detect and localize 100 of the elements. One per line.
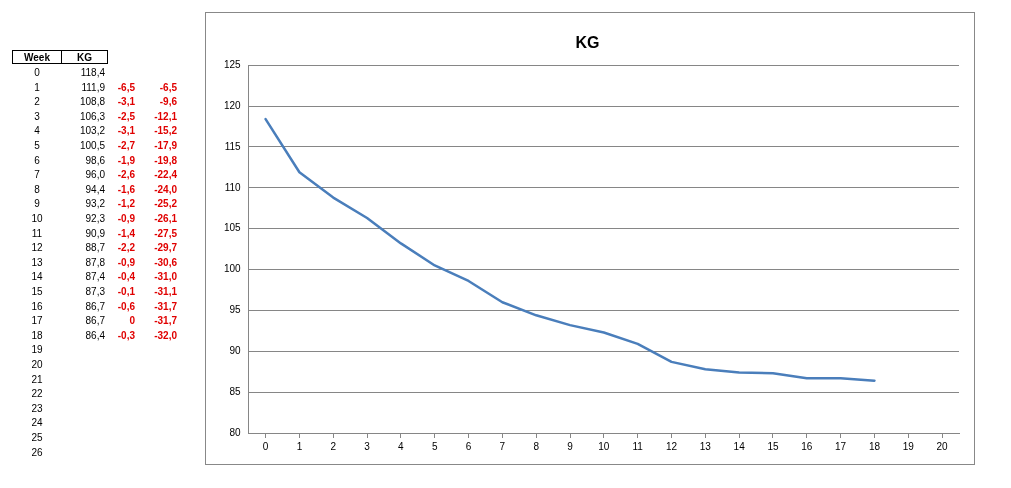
y-tick-label: 95	[229, 304, 242, 316]
category-label: 9	[34, 198, 40, 210]
text: 26	[30, 445, 44, 460]
text: Week	[12, 50, 62, 64]
text: -1,9	[116, 153, 135, 168]
text: 93,2	[84, 197, 105, 212]
text: -31,1	[153, 285, 177, 299]
text: -6,5	[158, 80, 177, 95]
text: -1,4	[116, 226, 135, 241]
category-label: 12	[31, 242, 43, 254]
x-tick-label: 11	[632, 440, 644, 452]
x-tick-label: 0	[262, 440, 269, 452]
y-tick-label: 105	[224, 222, 242, 234]
text: 100,5	[78, 139, 105, 153]
text: 23	[30, 401, 44, 416]
text: -32,0	[153, 328, 177, 343]
category-label: 17	[31, 315, 43, 327]
text: 87,3	[84, 285, 105, 299]
category-label: 0	[34, 67, 40, 78]
text: KG	[61, 50, 108, 64]
category-label: 5	[34, 140, 40, 151]
text: -0,1	[116, 285, 135, 299]
x-tick-label: 17	[835, 440, 847, 452]
text: -31,7	[153, 314, 177, 329]
x-tick-label: 2	[330, 440, 337, 452]
text: -2,6	[116, 168, 135, 183]
text: 86,7	[84, 299, 105, 314]
category-label: 11	[31, 227, 43, 239]
text: 98,6	[84, 153, 105, 168]
text: -0,4	[116, 270, 135, 285]
category-label: 16	[31, 300, 43, 312]
y-tick-label: 110	[224, 181, 242, 193]
text: -2,7	[116, 139, 135, 153]
text: -9,6	[158, 95, 177, 110]
category-label: 1	[34, 81, 40, 93]
text: -30,6	[153, 255, 177, 270]
text: -1,2	[116, 197, 135, 212]
x-tick-label: 5	[431, 440, 438, 452]
text: 94,4	[84, 182, 105, 197]
x-tick-label: 7	[499, 440, 506, 452]
text: -15,2	[153, 124, 177, 139]
category-label: 10	[31, 213, 43, 224]
text: -19,8	[153, 153, 177, 168]
text: -31,0	[153, 270, 177, 285]
text: -25,2	[153, 197, 177, 212]
text: 0	[128, 314, 135, 329]
x-tick-label: 14	[733, 440, 746, 452]
text: -0,3	[116, 328, 135, 343]
chart-title: KG	[575, 34, 600, 52]
category-label: 15	[31, 286, 43, 297]
text: 118,4	[79, 66, 105, 80]
text: -26,1	[153, 212, 177, 226]
text: -2,5	[116, 109, 135, 124]
x-tick-label: 15	[767, 440, 779, 452]
x-tick-label: 18	[868, 440, 881, 452]
text: 96,0	[84, 168, 105, 183]
category-label: 14	[31, 271, 43, 283]
text: -0,6	[116, 299, 135, 314]
y-tick-label: 120	[224, 99, 242, 111]
category-label: 7	[34, 169, 40, 181]
text: 87,4	[84, 270, 105, 285]
text: -1,6	[116, 182, 135, 197]
x-tick-label: 12	[665, 440, 678, 452]
text: -0,9	[116, 255, 135, 270]
text: -3,1	[116, 95, 135, 110]
text: -22,4	[153, 168, 177, 183]
y-tick-label: 80	[229, 426, 242, 438]
x-tick-label: 19	[902, 440, 915, 452]
x-tick-label: 20	[936, 440, 949, 452]
text: -12,1	[153, 109, 177, 124]
y-tick-label: 115	[224, 140, 242, 152]
x-tick-label: 3	[364, 440, 371, 452]
text: 103,2	[78, 124, 105, 139]
text: 21	[30, 372, 44, 387]
text: -17,9	[153, 139, 177, 153]
category-label: 18	[31, 329, 43, 341]
category-label: 4	[34, 125, 40, 137]
y-tick-label: 90	[229, 345, 242, 357]
text: 22	[30, 387, 44, 402]
category-label: 2	[34, 96, 40, 108]
text: -24,0	[153, 182, 177, 197]
category-label: 8	[34, 183, 40, 195]
x-tick-label: 10	[598, 440, 610, 452]
category-label: 3	[34, 110, 40, 122]
text: -6,5	[116, 80, 135, 95]
category-label: 6	[34, 154, 40, 166]
text: -31,7	[153, 299, 177, 314]
y-tick-label: 85	[229, 385, 242, 397]
text: -27,5	[153, 226, 177, 241]
text: -2,2	[116, 241, 135, 256]
text: 92,3	[84, 212, 105, 226]
text: 86,7	[84, 314, 105, 329]
text: 86,4	[84, 328, 105, 343]
text: 24	[30, 416, 44, 431]
text: 87,8	[84, 255, 105, 270]
x-tick-label: 13	[699, 440, 712, 452]
x-tick-label: 16	[801, 440, 813, 452]
category-label: 13	[31, 256, 43, 268]
text: 111,9	[80, 80, 105, 95]
category-label: 20	[31, 359, 43, 370]
